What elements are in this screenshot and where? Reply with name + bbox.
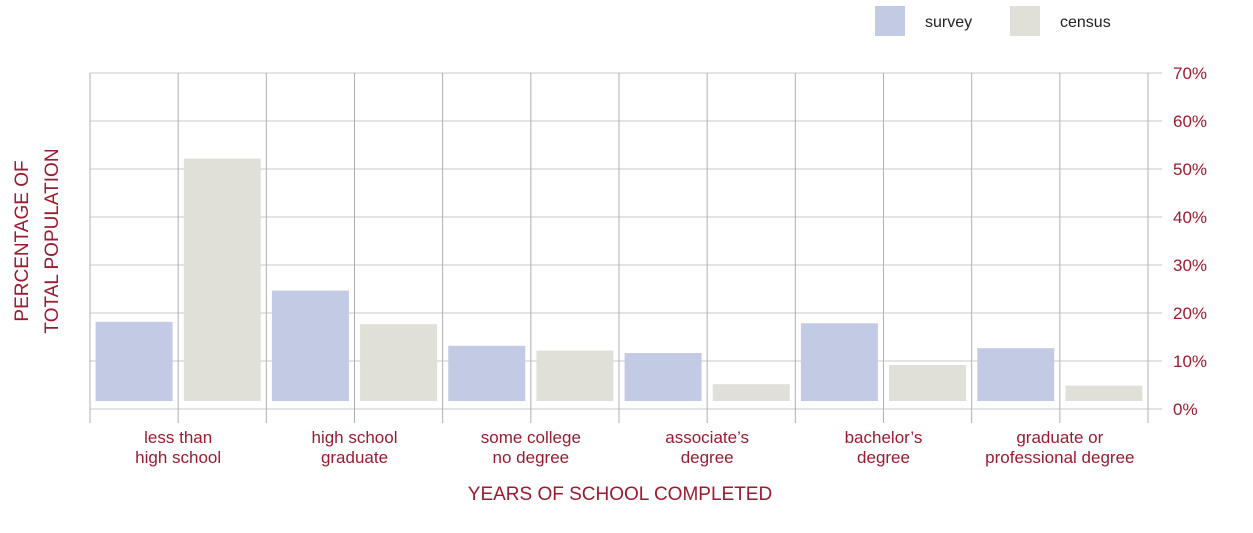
bar-survey-4 <box>800 323 878 401</box>
category-label-1: high school graduate <box>311 428 397 467</box>
bar-survey-1 <box>271 290 349 401</box>
category-label-5: graduate or professional degree <box>985 428 1134 467</box>
bar-census-5 <box>1065 385 1143 401</box>
y-axis-title: PERCENTAGE OF TOTAL POPULATION <box>12 148 63 333</box>
bar-census-0 <box>183 158 261 401</box>
y-tick-label-4: 40% <box>1173 208 1207 227</box>
category-label-2: some college no degree <box>481 428 581 467</box>
legend-label-survey: survey <box>925 14 972 31</box>
y-tick-label-2: 20% <box>1173 304 1207 323</box>
legend-label-census: census <box>1060 14 1111 31</box>
y-tick-label-1: 10% <box>1173 352 1207 371</box>
bar-census-2 <box>536 350 614 401</box>
y-tick-label-6: 60% <box>1173 112 1207 131</box>
bar-survey-3 <box>624 353 702 401</box>
category-label-4: bachelor’s degree <box>845 428 923 467</box>
y-tick-label-0: 0% <box>1173 400 1198 419</box>
gridlines <box>89 72 1162 423</box>
bar-survey-0 <box>95 321 173 401</box>
bar-survey-5 <box>977 348 1055 401</box>
legend-swatch-census <box>1010 6 1040 36</box>
category-labels: less than high school high school graduate s… <box>135 428 1134 467</box>
y-tick-labels: 0% 10% 20% 30% 40% 50% 60% 70% <box>1173 64 1207 419</box>
bar-census-3 <box>712 384 790 401</box>
y-tick-label-7: 70% <box>1173 64 1207 83</box>
bar-survey-2 <box>448 345 526 401</box>
bars <box>95 158 1143 401</box>
legend-swatch-survey <box>875 6 905 36</box>
legend: survey census <box>875 6 1111 36</box>
y-tick-label-3: 30% <box>1173 256 1207 275</box>
bar-census-1 <box>360 324 438 401</box>
bar-census-4 <box>889 365 967 401</box>
y-tick-label-5: 50% <box>1173 160 1207 179</box>
x-axis-title: YEARS OF SCHOOL COMPLETED <box>468 484 772 505</box>
category-label-0: less than high school <box>135 428 221 467</box>
category-label-3: associate’s degree <box>665 428 749 467</box>
